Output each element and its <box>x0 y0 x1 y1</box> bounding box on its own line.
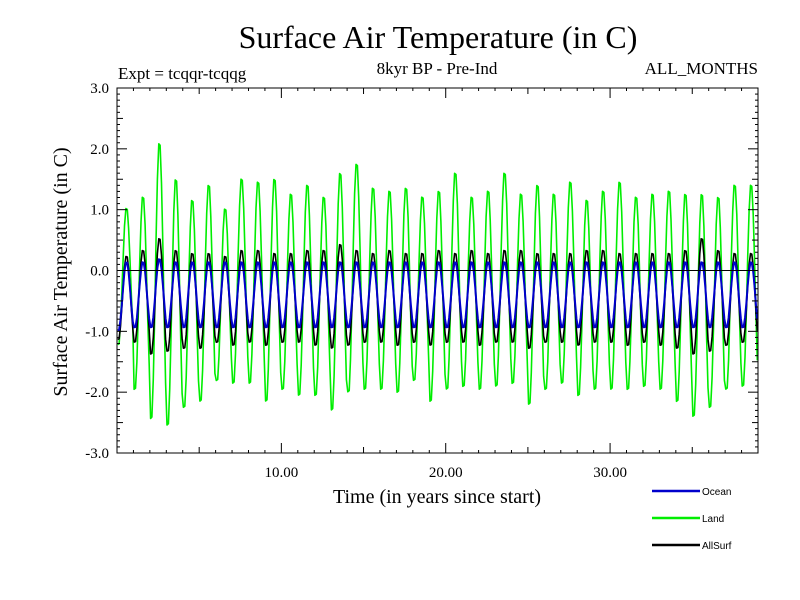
y-tick-label: 0.0 <box>90 264 109 280</box>
y-tick-label: -2.0 <box>85 385 109 401</box>
y-tick-label: -1.0 <box>85 324 109 340</box>
x-tick-labels: 10.00 20.00 30.00 <box>264 465 626 481</box>
series-layer <box>117 143 759 426</box>
experiment-label: Expt = tcqqr-tcqqg <box>118 64 247 83</box>
series-line-allsurf <box>117 238 759 355</box>
period-label: 8kyr BP - Pre-Ind <box>377 59 498 78</box>
legend: Ocean Land AllSurf <box>652 487 732 552</box>
series-line-ocean <box>117 258 759 332</box>
y-tick-label: 3.0 <box>90 81 109 97</box>
x-tick-label: 10.00 <box>264 465 298 481</box>
legend-label-land: Land <box>702 514 724 525</box>
y-tick-label: 2.0 <box>90 142 109 158</box>
x-axis-label: Time (in years since start) <box>333 486 541 508</box>
legend-label-ocean: Ocean <box>702 487 731 498</box>
series-line-land <box>117 143 759 426</box>
chart-title: Surface Air Temperature (in C) <box>239 19 638 55</box>
x-tick-label: 20.00 <box>429 465 463 481</box>
y-tick-label: -3.0 <box>85 446 109 462</box>
y-tick-labels: 3.0 2.0 1.0 0.0 -1.0 -2.0 -3.0 <box>85 81 109 462</box>
plot-frame <box>116 87 759 454</box>
x-tick-label: 30.00 <box>593 465 627 481</box>
y-axis-label: Surface Air Temperature (in C) <box>50 147 72 396</box>
y-tick-label: 1.0 <box>90 203 109 219</box>
months-label: ALL_MONTHS <box>645 59 758 78</box>
legend-label-allsurf: AllSurf <box>702 541 732 552</box>
